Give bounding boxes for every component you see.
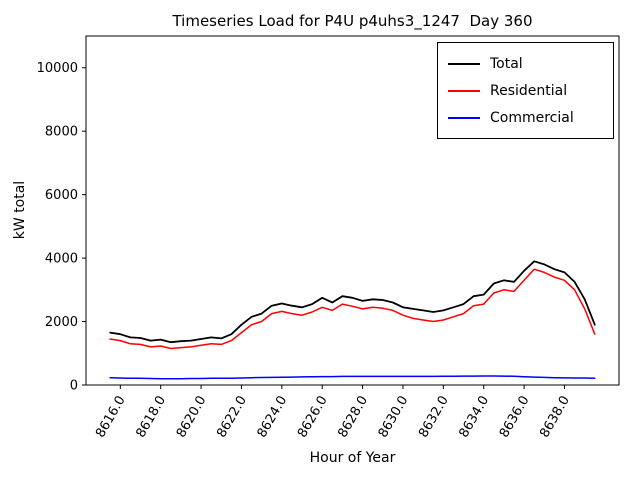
legend-line-swatch-residential [448,89,480,92]
axes-frame [85,35,620,386]
x-tick-label: 8636.0 [497,394,533,441]
series-line-commercial [109,375,596,380]
x-tick-label: 8638.0 [537,394,573,441]
x-tick-label: 8626.0 [295,394,331,441]
legend-entry-commercial: Commercial [448,104,603,131]
x-tick-label: 8622.0 [214,394,250,441]
series-line-total [109,260,596,344]
y-tick-label: 8000 [45,125,78,140]
chart-title: Timeseries Load for P4U p4uhs3_1247 Day … [172,12,533,30]
x-tick-label: 8624.0 [255,394,291,441]
legend-line-swatch-commercial [448,116,480,119]
x-tick-label: 8630.0 [376,394,412,441]
x-axis-label: Hour of Year [309,450,396,466]
legend-entry-total: Total [448,50,603,77]
x-tick-label: 8618.0 [133,394,169,441]
x-tick-label: 8620.0 [174,394,210,441]
legend-label-commercial: Commercial [490,109,574,126]
legend-line-swatch-total [448,62,480,65]
legend: Total Residential Commercial [437,42,614,139]
x-tick-label: 8628.0 [335,394,371,441]
y-axis-label: kW total [12,180,28,240]
x-tick-label: 8616.0 [93,394,129,441]
x-tick-label: 8632.0 [416,394,452,441]
legend-label-total: Total [490,55,523,72]
y-tick-label: 10000 [37,61,78,76]
y-tick-label: 2000 [45,315,78,330]
series-line-residential [109,268,596,350]
legend-entry-residential: Residential [448,77,603,104]
y-tick-label: 0 [70,379,78,394]
y-tick-label: 4000 [45,252,78,267]
y-tick-label: 6000 [45,188,78,203]
legend-label-residential: Residential [490,82,568,99]
x-tick-label: 8634.0 [456,394,492,441]
